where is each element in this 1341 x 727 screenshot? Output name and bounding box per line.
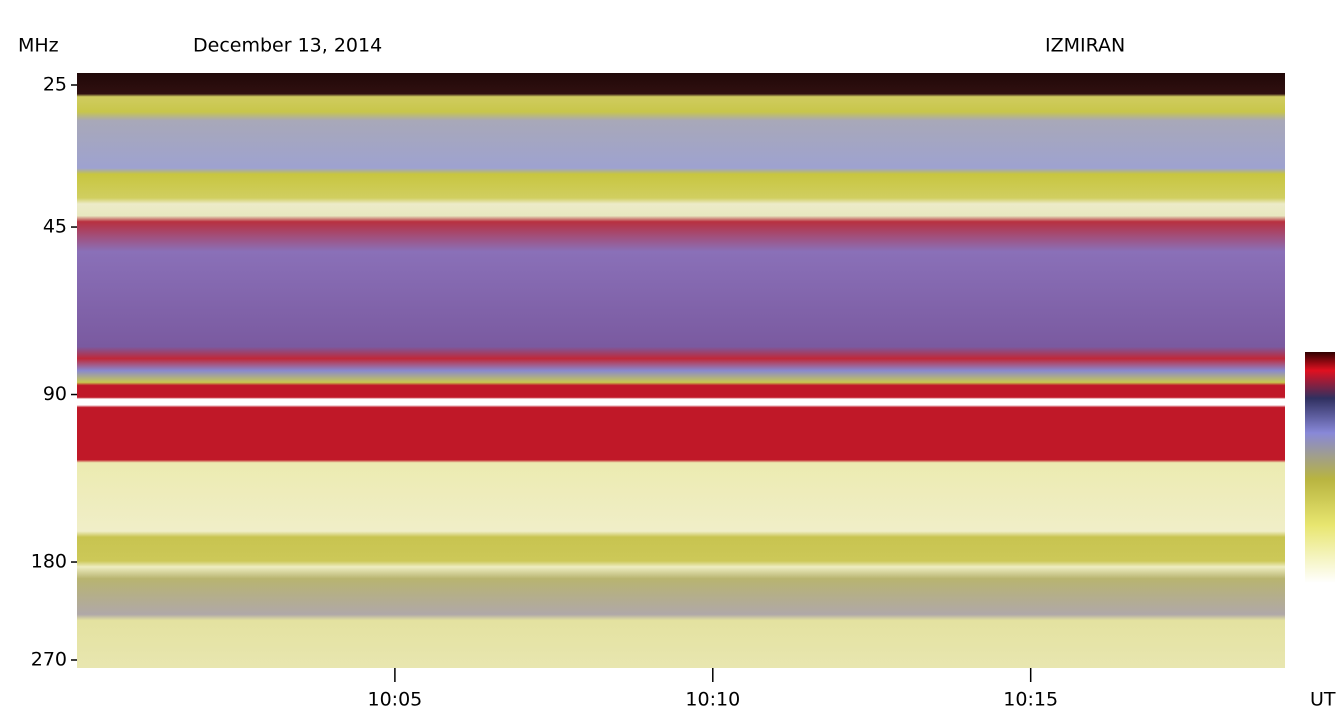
y-tick-label: 90 [43,383,67,405]
y-axis-label: MHz [18,35,59,57]
source-label: IZMIRAN [1045,35,1125,57]
chart-title: December 13, 2014 [193,35,382,57]
axes: 25 45 90 180 270 10:05 10:10 10:15 [31,74,1058,711]
spectrum-image [77,73,1285,668]
x-tick-label: 10:15 [1003,689,1058,711]
y-tick-label: 180 [31,551,67,573]
color-bar [1305,352,1335,583]
x-tick-label: 10:10 [685,689,740,711]
x-tick-label: 10:05 [368,689,423,711]
y-tick-label: 25 [43,74,67,96]
x-axis-label: UT [1310,689,1336,711]
y-tick-label: 270 [31,649,67,671]
y-tick-label: 45 [43,216,67,238]
